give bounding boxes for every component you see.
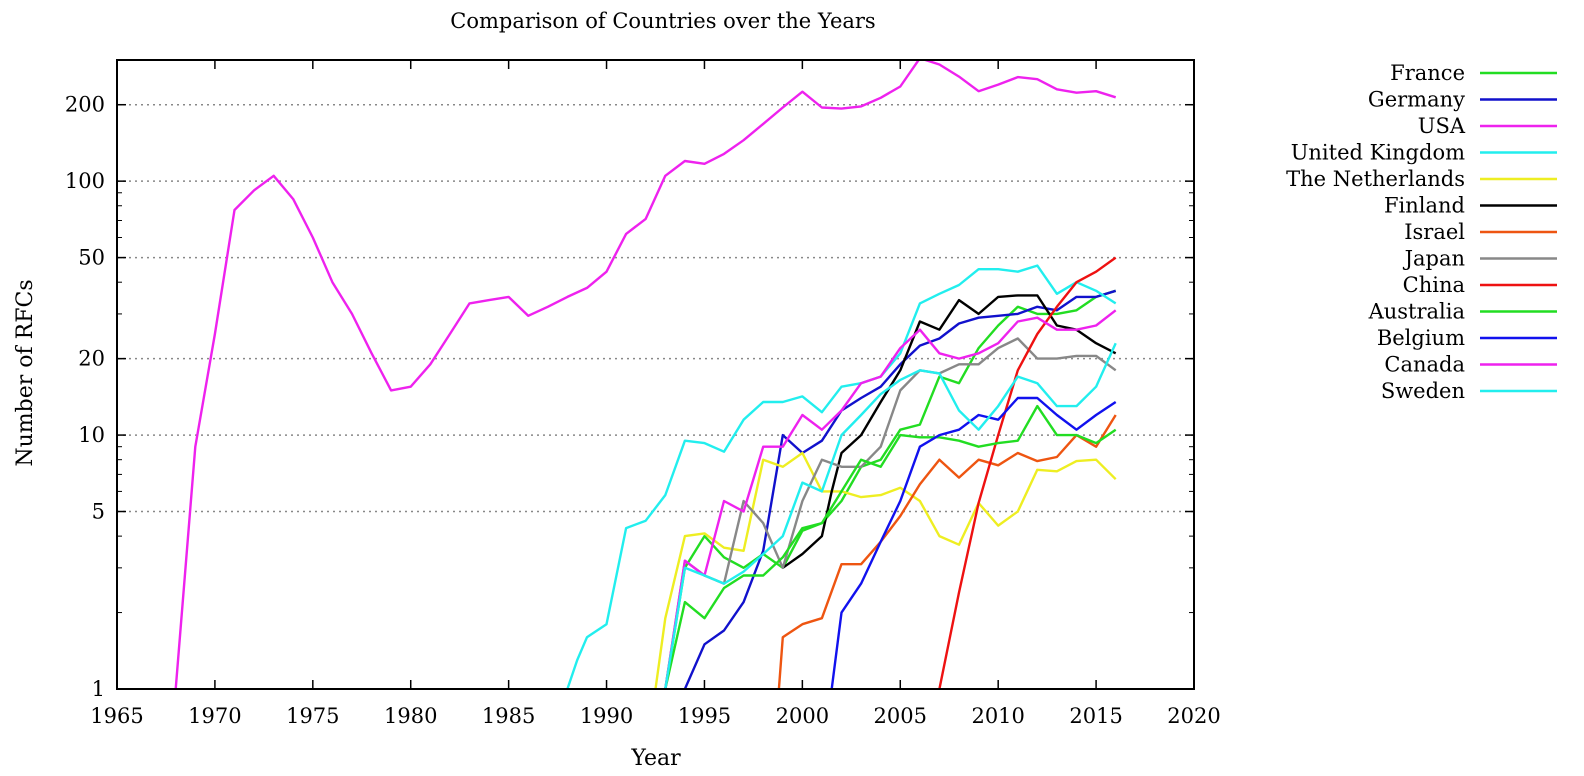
- legend-label-usa: USA: [1418, 114, 1466, 138]
- legend-label-australia: Australia: [1368, 300, 1465, 324]
- y-tick-label: 1: [92, 677, 105, 701]
- y-tick-label: 50: [78, 246, 105, 270]
- series-line-the-netherlands: [654, 451, 1117, 689]
- legend-label-china: China: [1403, 273, 1465, 297]
- x-tick-label: 1965: [90, 704, 143, 728]
- x-tick-label: 1995: [678, 704, 731, 728]
- plot-frame: [116, 59, 1195, 690]
- x-tick-label: 1970: [188, 704, 241, 728]
- x-tick-label: 1980: [384, 704, 437, 728]
- series-line-israel: [777, 414, 1117, 689]
- axis-ticks: 1 5 10 20 50 100 200 1965 1970 1975 1980 1985 1990 19…: [65, 59, 1221, 728]
- series-line-china: [938, 256, 1117, 689]
- chart-title: Comparison of Countries over the Years: [450, 9, 875, 33]
- x-tick-label: 2000: [776, 704, 829, 728]
- legend-label-canada: Canada: [1384, 353, 1465, 377]
- legend-label-germany: Germany: [1368, 88, 1465, 112]
- legend-label-united-kingdom: United Kingdom: [1291, 141, 1465, 165]
- y-axis-label: Number of RFCs: [13, 279, 38, 466]
- x-tick-label: 1985: [482, 704, 535, 728]
- y-tick-label: 200: [65, 93, 105, 117]
- series-line-japan: [664, 337, 1117, 689]
- series-line-germany: [683, 289, 1117, 689]
- series-line-australia: [664, 404, 1117, 689]
- series-line-sweden: [664, 342, 1117, 689]
- x-axis-label: Year: [630, 746, 681, 771]
- y-tick-label: 10: [78, 423, 105, 447]
- legend-label-the-netherlands: The Netherlands: [1286, 167, 1465, 191]
- series-line-united-kingdom: [566, 264, 1117, 689]
- series-line-usa: [174, 60, 1117, 689]
- x-tick-label: 2005: [874, 704, 927, 728]
- series-line-france: [664, 289, 1117, 689]
- legend-label-israel: Israel: [1404, 220, 1465, 244]
- legend-label-japan: Japan: [1403, 247, 1465, 271]
- series-lines: [174, 60, 1117, 689]
- x-tick-label: 1990: [580, 704, 633, 728]
- y-tick-label: 20: [78, 347, 105, 371]
- legend-label-sweden: Sweden: [1381, 379, 1465, 403]
- x-tick-label: 2015: [1069, 704, 1122, 728]
- series-line-finland: [782, 294, 1117, 569]
- legend-label-finland: Finland: [1384, 194, 1465, 218]
- series-line-canada: [664, 309, 1117, 689]
- x-tick-label: 2010: [971, 704, 1024, 728]
- x-tick-label: 1975: [286, 704, 339, 728]
- series-line-belgium: [830, 396, 1117, 689]
- legend-label-belgium: Belgium: [1377, 326, 1465, 350]
- x-tick-label: 2020: [1167, 704, 1220, 728]
- y-tick-label: 100: [65, 169, 105, 193]
- y-tick-label: 5: [92, 500, 105, 524]
- legend-label-france: France: [1390, 61, 1465, 85]
